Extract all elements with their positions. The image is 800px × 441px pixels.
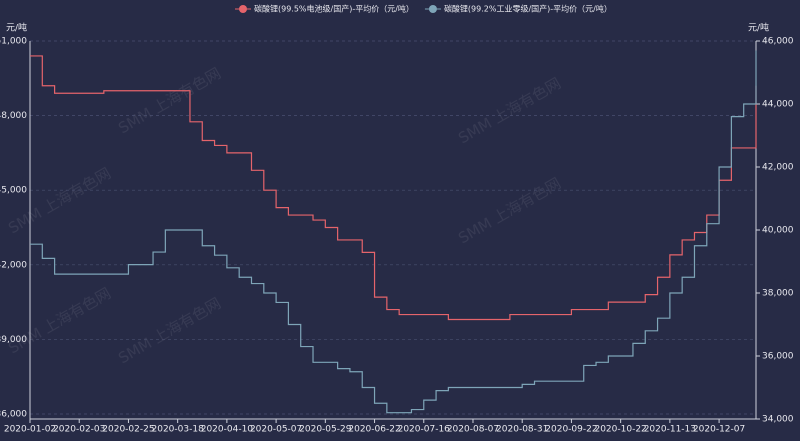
y2-unit: 元/吨 — [748, 22, 769, 34]
y2-tick-label: 38,000 — [762, 289, 794, 299]
x-tick-label: 2020-07-16 — [398, 425, 451, 435]
x-tick-label: 2020-06-22 — [348, 425, 400, 435]
y2-tick-label: 46,000 — [762, 37, 794, 47]
y2-tick-label: 40,000 — [762, 226, 794, 236]
x-tick-label: 2020-02-25 — [102, 425, 154, 435]
x-tick-label: 2020-08-31 — [496, 425, 548, 435]
y-tick-label: 48,000 — [0, 111, 27, 121]
x-tick-label: 2020-09-22 — [545, 425, 597, 435]
x-tick-label: 2020-05-29 — [299, 425, 352, 435]
y2-tick-label: 44,000 — [762, 100, 794, 110]
x-tick-label: 2020-11-13 — [644, 425, 696, 435]
x-tick-label: 2020-08-07 — [447, 425, 499, 435]
y-tick-label: 39,000 — [0, 335, 27, 345]
x-tick-label: 2020-05-07 — [250, 425, 302, 435]
y-tick-label: 51,000 — [0, 37, 27, 47]
legend-label: 碳酸锂(99.2%工业零级/国产)-平均价（元/吨） — [444, 4, 612, 14]
x-tick-label: 2020-10-22 — [594, 425, 646, 435]
y2-tick-label: 36,000 — [762, 352, 794, 362]
legend-label: 碳酸锂(99.5%电池级/国产)-平均价（元/吨） — [254, 4, 414, 14]
series-line — [30, 50, 757, 414]
x-tick-label: 2020-03-18 — [152, 425, 205, 435]
x-tick-label: 2020-02-03 — [53, 425, 105, 435]
y-tick-label: 36,000 — [0, 410, 27, 420]
y2-tick-label: 42,000 — [762, 163, 794, 173]
series-line — [30, 55, 757, 321]
y-tick-label: 42,000 — [0, 260, 27, 270]
x-tick-label: 2020-12-07 — [693, 425, 745, 435]
x-tick-label: 2020-04-10 — [201, 425, 254, 435]
y-tick-label: 45,000 — [0, 186, 27, 196]
x-tick-label: 2020-01-02 — [4, 425, 56, 435]
y-unit: 元/吨 — [6, 22, 27, 34]
y2-tick-label: 34,000 — [762, 415, 794, 425]
